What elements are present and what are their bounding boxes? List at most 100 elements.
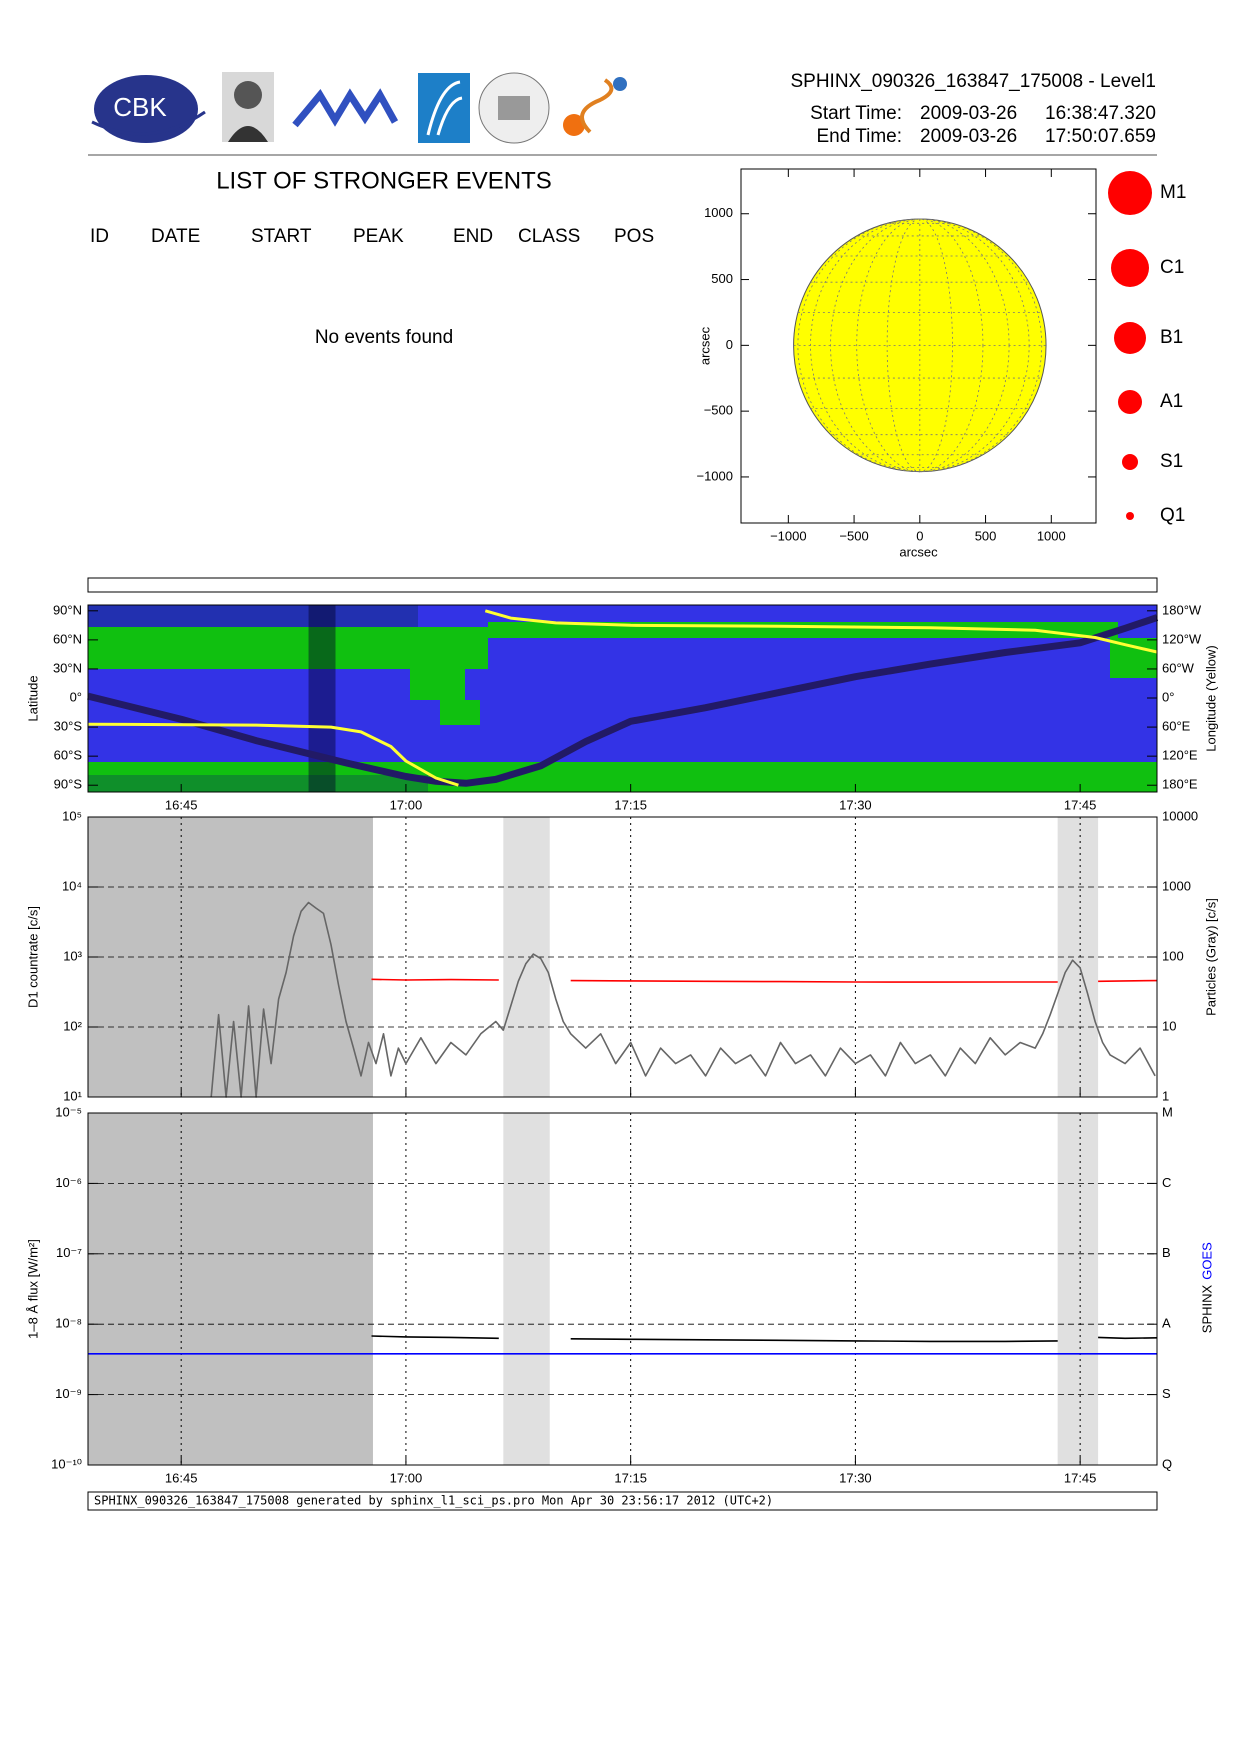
land xyxy=(410,640,465,700)
footer-box xyxy=(87,1491,1158,1511)
logo-portrait-body xyxy=(228,126,268,142)
y-tick-label: 60°S xyxy=(54,748,83,763)
y-tick-label: 0 xyxy=(726,337,733,352)
class-label: M1 xyxy=(1160,182,1186,203)
column-header: ID xyxy=(90,226,109,247)
plot-frame xyxy=(87,604,1158,793)
y2-tick-label: A xyxy=(1162,1316,1171,1331)
y2-tick-label: 60°E xyxy=(1162,719,1191,734)
class-marker xyxy=(1111,249,1149,287)
class-label: A1 xyxy=(1160,391,1183,412)
y-tick-label: 10⁻⁶ xyxy=(55,1175,82,1190)
y-tick-label: 30°N xyxy=(53,660,82,675)
column-header: DATE xyxy=(151,226,200,247)
x-tick-label: 0 xyxy=(916,528,923,543)
y2-tick-label: 120°E xyxy=(1162,748,1198,763)
logo-swoosh xyxy=(91,110,206,136)
class-label: Q1 xyxy=(1160,505,1185,526)
logo-sun xyxy=(563,114,585,136)
shaded-interval xyxy=(503,1113,550,1465)
x-tick-label: −1000 xyxy=(770,528,807,543)
y-tick-label: 10⁻¹⁰ xyxy=(51,1456,82,1471)
x-tick-label: 17:15 xyxy=(614,1470,647,1485)
y-tick-label: 30°S xyxy=(54,719,83,734)
y-tick-label: 90°N xyxy=(53,602,82,617)
class-marker xyxy=(1108,171,1152,215)
y2-tick-label: 10000 xyxy=(1162,808,1198,823)
plot-frame xyxy=(87,1112,1158,1466)
y-tick-label: −500 xyxy=(704,403,733,418)
x-tick-label: 17:00 xyxy=(390,797,423,812)
y2-tick-label: 10 xyxy=(1162,1018,1176,1033)
class-marker xyxy=(1114,322,1146,354)
y-tick-label: 10⁻⁸ xyxy=(55,1316,82,1331)
y2-axis-title: Longitude (Yellow) xyxy=(1203,645,1218,751)
y2-tick-label: C xyxy=(1162,1175,1171,1190)
start-date: 2009-03-26 xyxy=(920,103,1017,124)
y-tick-label: 10⁴ xyxy=(62,878,82,893)
y-axis-title: 1–8 Å flux [W/m²] xyxy=(25,1239,40,1339)
class-marker xyxy=(1126,512,1134,520)
column-header: START xyxy=(251,226,312,247)
logo-blue-shape xyxy=(426,80,463,136)
y-tick-label: 1000 xyxy=(704,205,733,220)
y-tick-label: −1000 xyxy=(696,468,733,483)
x-tick-label: 16:45 xyxy=(165,797,198,812)
end-label: End Time: xyxy=(816,126,902,147)
y-tick-label: 0° xyxy=(70,689,82,704)
y-tick-label: 10⁻⁵ xyxy=(55,1104,82,1119)
y-tick-label: 10² xyxy=(63,1018,82,1033)
footer: SPHINX_090326_163847_175008 generated by… xyxy=(94,1494,773,1508)
column-header: CLASS xyxy=(518,226,580,247)
end-date: 2009-03-26 xyxy=(920,126,1017,147)
legend-label: SPHINX xyxy=(1199,1284,1214,1333)
y2-tick-label: Q xyxy=(1162,1456,1172,1471)
events-message: No events found xyxy=(315,327,453,348)
report-title: SPHINX_090326_163847_175008 - Level1 xyxy=(790,71,1156,92)
logo-mian xyxy=(292,88,399,128)
logo-cbk xyxy=(94,75,198,143)
y2-tick-label: 180°W xyxy=(1162,602,1202,617)
shaded-interval xyxy=(1057,1113,1099,1465)
class-label: B1 xyxy=(1160,327,1183,348)
class-label: S1 xyxy=(1160,451,1183,472)
x-tick-label: 500 xyxy=(975,528,997,543)
logo-globe xyxy=(613,77,627,91)
y-tick-label: 10¹ xyxy=(63,1088,82,1103)
y2-tick-label: M xyxy=(1162,1104,1173,1119)
y2-tick-label: 100 xyxy=(1162,948,1184,963)
y2-tick-label: 1 xyxy=(1162,1088,1169,1103)
x-tick-label: 1000 xyxy=(1037,528,1066,543)
series-line xyxy=(371,1335,1158,1343)
y-tick-label: 60°N xyxy=(53,631,82,646)
events-title: LIST OF STRONGER EVENTS xyxy=(216,167,552,194)
polar-dark xyxy=(88,605,418,627)
logos: CBK xyxy=(91,72,627,144)
y2-tick-label: 120°W xyxy=(1162,631,1202,646)
logo-portrait-head xyxy=(234,81,262,109)
class-marker xyxy=(1122,454,1138,470)
logo-s xyxy=(580,78,614,134)
series-line xyxy=(371,978,1158,983)
y-tick-label: 90°S xyxy=(54,777,83,792)
x-tick-label: −500 xyxy=(839,528,868,543)
class-marker xyxy=(1118,390,1142,414)
start-time: 16:38:47.320 xyxy=(1045,103,1156,124)
y2-tick-label: S xyxy=(1162,1386,1171,1401)
y2-axis-title: Particles (Gray) [c/s] xyxy=(1203,898,1218,1016)
shaded-interval xyxy=(88,1113,373,1465)
empty-box xyxy=(87,577,1158,593)
antarctica-dark xyxy=(88,775,428,792)
logo-text: CBK xyxy=(113,92,167,122)
plot-frame xyxy=(87,816,1158,1098)
y-tick-label: 10⁻⁷ xyxy=(56,1245,82,1260)
y2-tick-label: 60°W xyxy=(1162,660,1195,675)
track-line xyxy=(87,614,1159,787)
x-tick-label: 17:45 xyxy=(1064,1470,1097,1485)
meridian xyxy=(797,218,1043,473)
series-line xyxy=(210,901,1156,1098)
x-tick-label: 17:30 xyxy=(839,797,872,812)
legend-label: GOES xyxy=(1199,1242,1214,1280)
land xyxy=(440,700,480,725)
